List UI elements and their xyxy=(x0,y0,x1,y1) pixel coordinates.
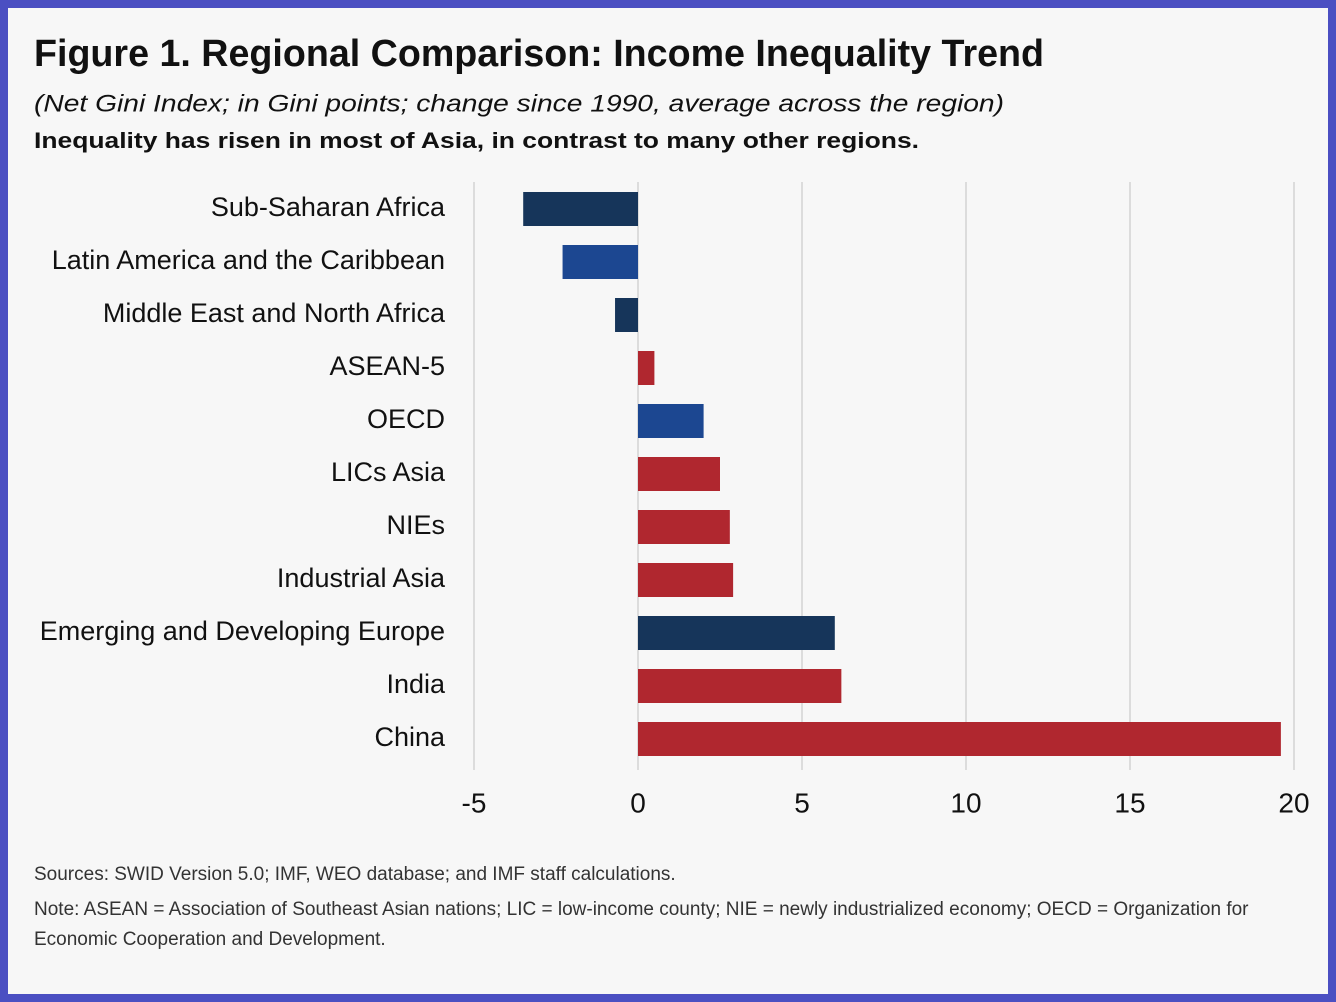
bar xyxy=(638,457,720,491)
bar xyxy=(523,192,638,226)
y-tick-label: NIEs xyxy=(386,510,445,540)
y-tick-label: Emerging and Developing Europe xyxy=(40,616,445,646)
bar xyxy=(638,351,655,385)
x-tick-label: 20 xyxy=(1278,787,1309,818)
x-tick-label: 5 xyxy=(794,787,810,818)
y-tick-label: Industrial Asia xyxy=(277,563,446,593)
y-tick-label: Latin America and the Caribbean xyxy=(52,245,445,275)
bar xyxy=(638,616,835,650)
bar xyxy=(638,669,842,703)
chart-headline: Inequality has risen in most of Asia, in… xyxy=(34,128,919,153)
bar xyxy=(638,510,730,544)
x-tick-label: -5 xyxy=(462,787,487,818)
y-tick-label: India xyxy=(386,669,446,699)
chart-subtitle: (Net Gini Index; in Gini points; change … xyxy=(34,90,1004,117)
bar xyxy=(638,563,734,597)
y-tick-label: LICs Asia xyxy=(331,457,446,487)
x-tick-label: 0 xyxy=(630,787,646,818)
bar xyxy=(615,298,638,332)
sources: Sources: SWID Version 5.0; IMF, WEO data… xyxy=(34,864,676,885)
y-tick-label: OECD xyxy=(367,404,445,434)
chart-title: Figure 1. Regional Comparison: Income In… xyxy=(34,33,1044,75)
y-tick-label: ASEAN-5 xyxy=(329,351,445,381)
note: Note: ASEAN = Association of Southeast A… xyxy=(34,899,1249,950)
y-tick-label: Sub-Saharan Africa xyxy=(211,192,446,222)
bar xyxy=(638,404,704,438)
x-tick-label: 10 xyxy=(950,787,981,818)
y-tick-label: China xyxy=(374,722,446,752)
bar xyxy=(638,722,1281,756)
x-tick-label: 15 xyxy=(1114,787,1145,818)
bar xyxy=(562,245,638,279)
y-tick-label: Middle East and North Africa xyxy=(103,298,446,328)
